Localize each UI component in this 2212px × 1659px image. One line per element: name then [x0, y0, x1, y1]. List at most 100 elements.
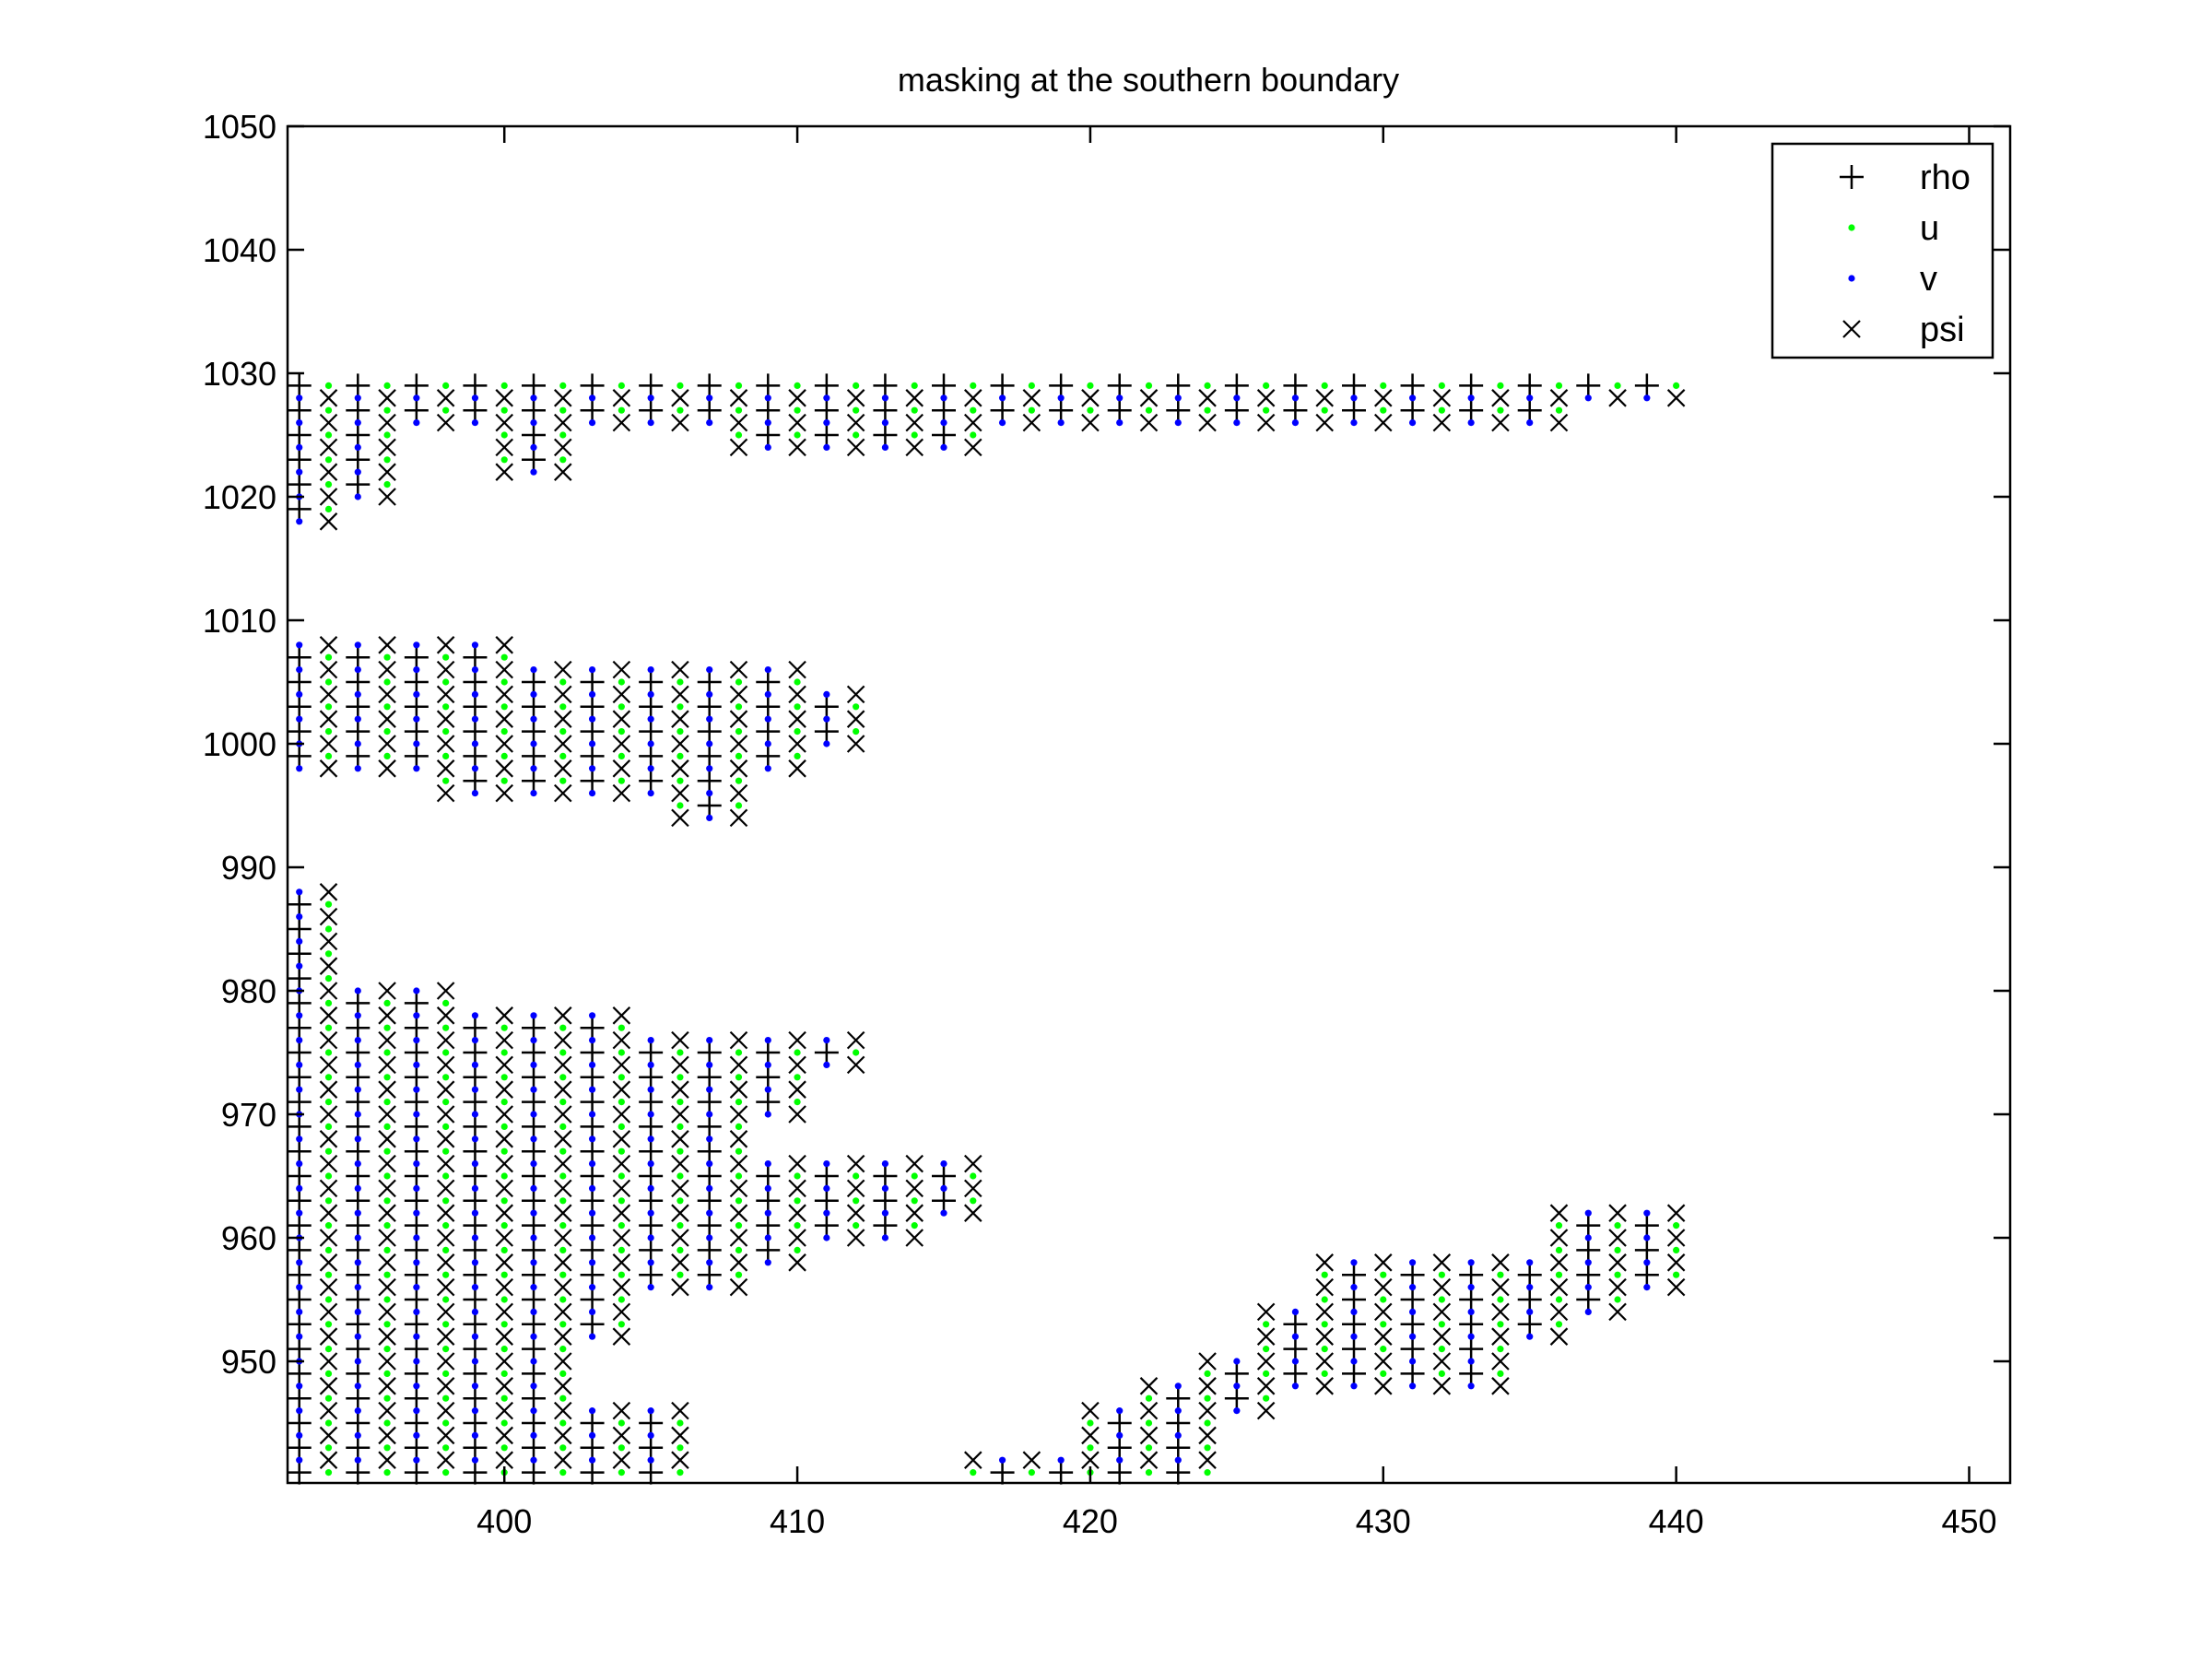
u-point	[677, 1123, 684, 1131]
rho-point	[873, 398, 898, 423]
rho-point	[404, 1288, 429, 1312]
rho-point	[287, 1238, 312, 1263]
u-point	[1263, 406, 1270, 414]
rho-point	[463, 1336, 488, 1361]
psi-point	[846, 438, 865, 457]
u-point	[383, 1271, 391, 1278]
rho-point	[697, 398, 722, 423]
u-point	[559, 1296, 567, 1303]
psi-point	[1432, 1277, 1452, 1297]
psi-point	[436, 660, 455, 679]
psi-point	[612, 1204, 631, 1222]
v-point	[1643, 1259, 1651, 1266]
v-point	[764, 740, 771, 747]
u-point	[1438, 382, 1445, 390]
u-point	[500, 1222, 508, 1230]
v-point	[1174, 1456, 1182, 1464]
psi-point	[964, 1179, 982, 1198]
psi-point	[1666, 1204, 1686, 1222]
y-tick-label: 1010	[203, 602, 276, 640]
u-point	[677, 728, 684, 735]
psi-point	[846, 735, 865, 753]
v-point	[1057, 394, 1065, 402]
v-point	[471, 1086, 479, 1093]
rho-point	[1400, 1336, 1425, 1361]
v-point	[1116, 1431, 1124, 1440]
rho-point	[580, 1065, 605, 1089]
u-point	[853, 1222, 860, 1230]
rho-point	[404, 744, 429, 769]
rho-point	[287, 497, 312, 522]
v-point	[1350, 1358, 1358, 1365]
v-point	[647, 790, 654, 797]
v-point	[1116, 419, 1124, 427]
v-point	[413, 394, 420, 402]
v-point	[1526, 1259, 1534, 1266]
u-point	[677, 1147, 684, 1155]
u-point	[559, 1469, 567, 1477]
u-point	[735, 406, 743, 414]
v-point	[413, 715, 420, 723]
v-point	[296, 690, 303, 699]
u-point	[735, 1147, 743, 1155]
v-point	[823, 1061, 830, 1069]
v-point	[940, 1209, 947, 1217]
rho-point	[404, 1065, 429, 1089]
rho-point	[404, 1411, 429, 1436]
v-point	[823, 1160, 830, 1168]
psi-point	[1432, 1377, 1452, 1395]
v-point	[1174, 1431, 1182, 1440]
psi-point	[436, 1204, 455, 1222]
rho-point	[1224, 1386, 1249, 1411]
u-point	[1438, 1346, 1445, 1353]
legend-label: v	[1920, 260, 1937, 299]
rho-point	[580, 1288, 605, 1312]
v-point	[647, 1160, 654, 1168]
u-point	[559, 1172, 567, 1180]
psi-point	[729, 1055, 748, 1075]
u-point	[559, 1222, 567, 1230]
psi-point	[1256, 1327, 1276, 1346]
v-point	[940, 419, 947, 427]
rho-point	[404, 645, 429, 670]
u-point	[383, 703, 391, 711]
u-point	[442, 1024, 450, 1031]
rho-point	[814, 1213, 839, 1238]
v-point	[354, 690, 361, 699]
rho-point	[1634, 373, 1659, 398]
psi-point	[729, 660, 748, 679]
chart-title: masking at the southern boundary	[898, 61, 1399, 99]
v-point	[823, 1037, 830, 1044]
psi-point	[612, 1105, 631, 1124]
u-point	[383, 999, 391, 1007]
rho-point	[639, 1263, 664, 1288]
u-point	[500, 752, 508, 760]
v-point	[1467, 1259, 1475, 1266]
rho-point	[1459, 1288, 1484, 1312]
rho-point	[580, 1041, 605, 1065]
psi-point	[1081, 1426, 1100, 1445]
psi-point	[495, 1130, 513, 1148]
v-point	[764, 765, 771, 772]
u-point	[442, 653, 450, 661]
u-point	[1380, 406, 1387, 414]
psi-point	[671, 1055, 689, 1075]
psi-point	[554, 1277, 572, 1297]
u-point	[618, 1074, 625, 1081]
u-point	[1263, 1321, 1270, 1328]
u-point	[735, 1074, 743, 1081]
v-point	[1584, 1259, 1592, 1266]
u-point	[383, 1419, 391, 1427]
u-point	[1673, 382, 1680, 390]
v-point	[764, 1184, 771, 1193]
v-point	[1408, 1259, 1417, 1266]
u-point	[383, 1049, 391, 1056]
v-point	[823, 394, 830, 402]
v-point	[354, 493, 361, 500]
v-point	[588, 1209, 596, 1217]
psi-point	[846, 710, 865, 728]
v-point	[354, 740, 361, 747]
v-point	[647, 1086, 654, 1093]
v-point	[530, 394, 537, 402]
rho-point	[1576, 1213, 1601, 1238]
